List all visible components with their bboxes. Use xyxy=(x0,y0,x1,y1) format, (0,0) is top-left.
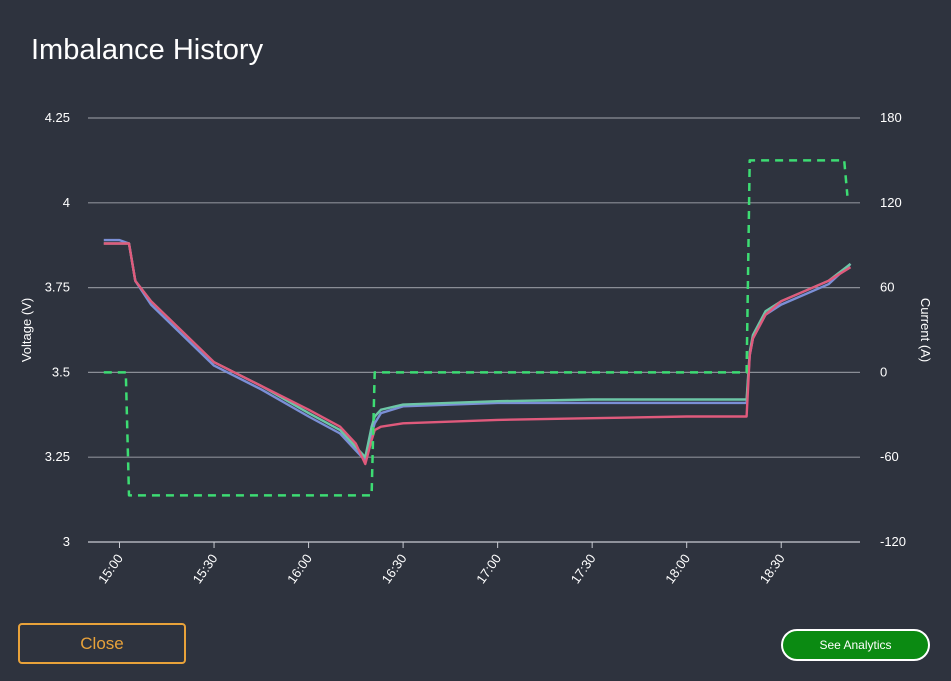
voltage-series-line-1 xyxy=(103,238,852,462)
close-button[interactable]: Close xyxy=(18,623,186,664)
y-axis-label: Voltage (V) xyxy=(19,298,34,362)
y-tick-label: 4 xyxy=(63,195,70,210)
imbalance-chart: 15:00 15:30 16:00 16:30 17:00 17:30 18:00 18:30… xyxy=(19,110,933,586)
chart-gridlines xyxy=(88,117,860,543)
voltage-series-line-3 xyxy=(103,242,852,466)
x-tick-label: 18:00 xyxy=(662,551,693,586)
y-tick-label: 3.5 xyxy=(52,364,70,379)
current-series-line xyxy=(103,159,849,497)
y-tick-label: 3.25 xyxy=(45,449,70,464)
y2-tick-label: 120 xyxy=(880,195,902,210)
x-tick-label: 15:30 xyxy=(190,551,221,586)
y2-tick-label: 0 xyxy=(880,364,887,379)
y2-tick-label: -60 xyxy=(880,449,899,464)
x-tick-label: 15:00 xyxy=(95,551,126,586)
y-axis-left: 4.25 4 3.75 3.5 3.25 3 xyxy=(45,110,70,549)
voltage-series-line-2 xyxy=(103,242,852,459)
y2-tick-label: 180 xyxy=(880,110,902,125)
see-analytics-button[interactable]: See Analytics xyxy=(781,629,930,661)
y-tick-label: 3 xyxy=(63,534,70,549)
x-tick-label: 16:00 xyxy=(284,551,315,586)
y-axis-right: 180 120 60 0 -60 -120 xyxy=(880,110,906,549)
y2-tick-label: 60 xyxy=(880,280,894,295)
x-tick-label: 16:30 xyxy=(379,551,410,586)
y2-tick-label: -120 xyxy=(880,534,906,549)
dialog-title: Imbalance History xyxy=(31,34,264,66)
x-tick-label: 18:30 xyxy=(757,551,788,586)
y-tick-label: 4.25 xyxy=(45,110,70,125)
x-tick-label: 17:00 xyxy=(473,551,504,586)
x-tick-label: 17:30 xyxy=(568,551,599,586)
chart-series xyxy=(103,159,852,497)
x-axis: 15:00 15:30 16:00 16:30 17:00 17:30 18:00 18:30 xyxy=(95,542,788,586)
y2-axis-label: Current (A) xyxy=(918,298,933,362)
y-tick-label: 3.75 xyxy=(45,280,70,295)
